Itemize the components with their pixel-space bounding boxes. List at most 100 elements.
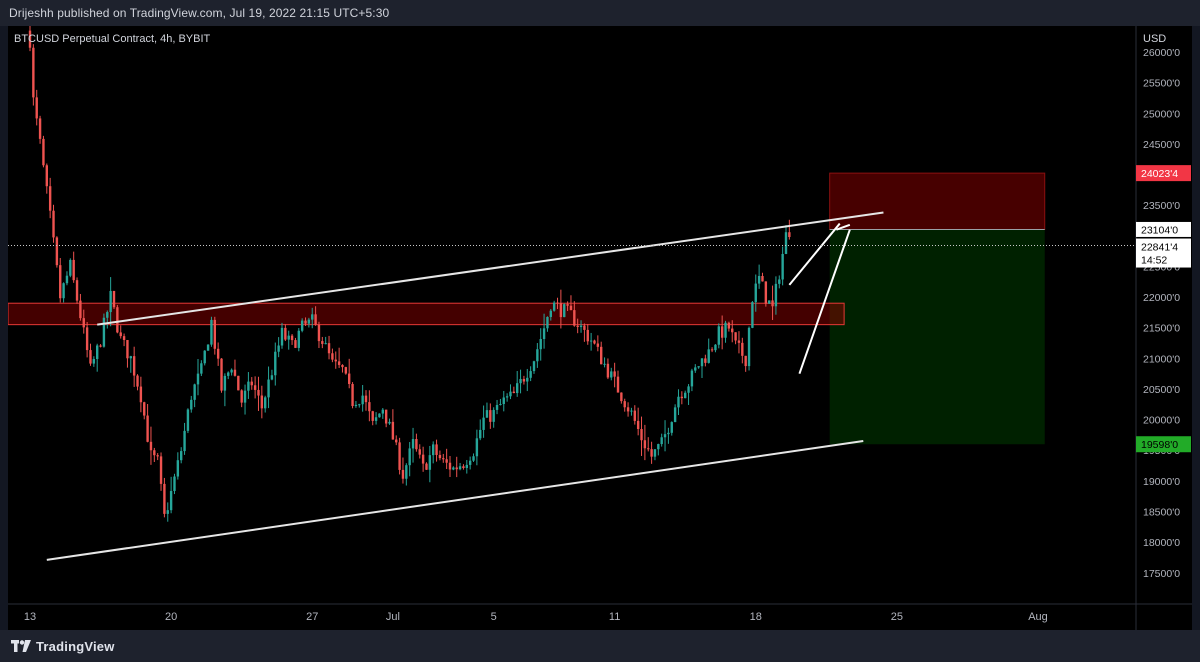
candle-body[interactable]	[633, 410, 636, 421]
candle-body[interactable]	[492, 409, 495, 422]
candle-body[interactable]	[351, 383, 354, 407]
candle-body[interactable]	[546, 316, 549, 329]
candle-body[interactable]	[216, 348, 220, 359]
candle-body[interactable]	[247, 381, 250, 391]
candle-body[interactable]	[707, 349, 710, 363]
candle-body[interactable]	[146, 415, 149, 442]
candle-body[interactable]	[526, 377, 529, 382]
candle-body[interactable]	[556, 302, 559, 304]
candle-body[interactable]	[220, 358, 223, 391]
candle-body[interactable]	[341, 364, 344, 368]
candle-body[interactable]	[670, 422, 673, 433]
candle-body[interactable]	[267, 379, 270, 398]
candle-body[interactable]	[126, 340, 129, 359]
candle-body[interactable]	[354, 404, 358, 407]
candle-body[interactable]	[180, 451, 183, 461]
candle-body[interactable]	[536, 349, 539, 362]
candle-body[interactable]	[643, 440, 647, 449]
candle-body[interactable]	[82, 318, 85, 328]
candle-body[interactable]	[210, 319, 213, 345]
candle-body[interactable]	[65, 275, 69, 284]
candle-body[interactable]	[395, 439, 398, 443]
candle-body[interactable]	[613, 371, 616, 377]
candle-body[interactable]	[364, 395, 368, 403]
candle-body[interactable]	[206, 344, 210, 351]
candle-body[interactable]	[166, 510, 169, 514]
candle-body[interactable]	[771, 300, 774, 307]
candle-body[interactable]	[432, 444, 435, 456]
candle-body[interactable]	[754, 283, 757, 303]
candle-body[interactable]	[38, 118, 42, 139]
candle-body[interactable]	[522, 378, 526, 382]
candle-body[interactable]	[677, 396, 680, 408]
candle-body[interactable]	[714, 344, 717, 351]
candle-body[interactable]	[163, 483, 166, 514]
candle-body[interactable]	[193, 384, 196, 400]
candle-body[interactable]	[442, 458, 445, 460]
candle-body[interactable]	[196, 373, 200, 385]
candle-body[interactable]	[186, 409, 190, 431]
candle-body[interactable]	[717, 326, 720, 345]
candle-body[interactable]	[183, 430, 186, 452]
candle-body[interactable]	[42, 138, 45, 166]
candle-body[interactable]	[324, 343, 327, 345]
candle-body[interactable]	[428, 455, 432, 470]
candle-body[interactable]	[257, 389, 260, 396]
candle-body[interactable]	[569, 305, 573, 311]
candle-body[interactable]	[687, 386, 690, 393]
candle-body[interactable]	[667, 432, 670, 435]
stop-loss-zone[interactable]	[829, 172, 1046, 230]
candle-body[interactable]	[663, 434, 667, 438]
candle-body[interactable]	[636, 420, 640, 430]
candle-body[interactable]	[371, 411, 374, 421]
candle-body[interactable]	[129, 356, 132, 359]
candle-body[interactable]	[314, 314, 317, 325]
candle-body[interactable]	[744, 355, 747, 367]
candle-body[interactable]	[573, 310, 576, 326]
candle-body[interactable]	[475, 438, 479, 457]
candle-body[interactable]	[583, 325, 586, 330]
candle-body[interactable]	[620, 392, 623, 402]
candle-body[interactable]	[401, 469, 405, 479]
candle-body[interactable]	[411, 439, 415, 449]
resistance-zone[interactable]	[7, 302, 845, 326]
candle-body[interactable]	[761, 276, 764, 282]
candle-body[interactable]	[52, 210, 55, 238]
candle-body[interactable]	[374, 417, 378, 421]
candle-body[interactable]	[48, 186, 52, 211]
candle-body[interactable]	[600, 346, 603, 365]
candle-body[interactable]	[734, 332, 737, 341]
candle-body[interactable]	[448, 462, 452, 470]
candle-body[interactable]	[294, 340, 297, 348]
candle-body[interactable]	[472, 456, 475, 461]
candle-body[interactable]	[690, 370, 694, 387]
candle-body[interactable]	[684, 392, 687, 399]
candle-body[interactable]	[640, 429, 643, 441]
candle-body[interactable]	[119, 332, 122, 337]
candle-body[interactable]	[287, 335, 290, 340]
candle-body[interactable]	[334, 359, 337, 362]
candle-body[interactable]	[704, 358, 707, 363]
candle-body[interactable]	[516, 383, 519, 394]
candle-body[interactable]	[788, 232, 791, 238]
candle-body[interactable]	[566, 304, 569, 306]
candle-body[interactable]	[505, 396, 509, 398]
candle-body[interactable]	[264, 397, 267, 409]
candle-body[interactable]	[388, 421, 391, 424]
candle-body[interactable]	[479, 429, 482, 439]
candle-body[interactable]	[680, 396, 684, 399]
candle-body[interactable]	[112, 290, 116, 308]
candle-body[interactable]	[462, 466, 465, 468]
candle-body[interactable]	[418, 449, 421, 455]
candle-body[interactable]	[542, 328, 546, 340]
candle-body[interactable]	[710, 349, 714, 351]
candle-body[interactable]	[509, 391, 512, 397]
candle-body[interactable]	[468, 460, 472, 465]
candle-body[interactable]	[327, 343, 331, 354]
candle-body[interactable]	[233, 369, 237, 376]
candle-body[interactable]	[751, 302, 754, 328]
candle-body[interactable]	[398, 442, 401, 470]
candle-body[interactable]	[250, 381, 253, 386]
candle-body[interactable]	[741, 342, 744, 356]
candle-body[interactable]	[331, 353, 334, 360]
